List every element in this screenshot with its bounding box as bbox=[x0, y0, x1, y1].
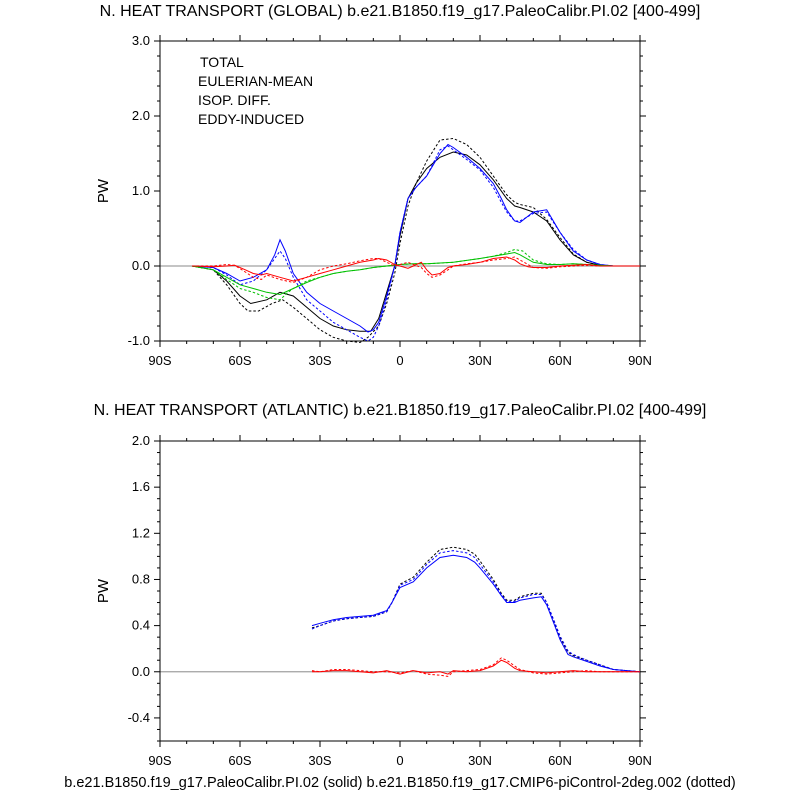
legend-entry: EDDY-INDUCED bbox=[198, 111, 304, 127]
x-tick-label: 30S bbox=[308, 353, 331, 368]
y-tick-label: 1.6 bbox=[132, 479, 150, 494]
legend-entry: ISOP. DIFF. bbox=[198, 92, 271, 108]
y-tick-label: 0.0 bbox=[132, 664, 150, 679]
series-total-dotted bbox=[191, 137, 640, 344]
series-isop-diff-dotted bbox=[191, 248, 640, 301]
global-chart: 90S 60S 30S 0 30N 60N 90N -1.0 0.0 1.0 2.0 3.0 PW TOT… bbox=[95, 33, 652, 368]
legend-entry: EULERIAN-MEAN bbox=[198, 73, 313, 89]
atlantic-chart-title: N. HEAT TRANSPORT (ATLANTIC) b.e21.B1850… bbox=[93, 402, 707, 419]
y-tick-label: 1.2 bbox=[132, 525, 150, 540]
plot-frame bbox=[159, 440, 641, 742]
x-tick-label: 30S bbox=[308, 753, 331, 768]
series-eulerian-mean-dotted bbox=[191, 145, 640, 342]
legend-entry: TOTAL bbox=[200, 54, 244, 70]
x-tick-label: 0 bbox=[396, 353, 403, 368]
y-tick-label: 2.0 bbox=[132, 433, 150, 448]
series-eddy-induced bbox=[191, 256, 640, 282]
x-tick-label: 90S bbox=[148, 353, 171, 368]
y-tick-label: 3.0 bbox=[132, 33, 150, 48]
y-tick-label: 0.0 bbox=[132, 258, 150, 273]
x-tick-label: 60N bbox=[548, 353, 572, 368]
x-tick-label: 90S bbox=[148, 753, 171, 768]
y-tick-label: -0.4 bbox=[128, 710, 150, 725]
x-tick-label: 60N bbox=[548, 753, 572, 768]
series-eddy-induced bbox=[312, 659, 640, 675]
y-tick-label: -1.0 bbox=[128, 333, 150, 348]
footer-caption: b.e21.B1850.f19_g17.PaleoCalibr.PI.02 (s… bbox=[64, 775, 736, 791]
series-eulerian-mean bbox=[191, 143, 640, 333]
y-tick-label: 1.0 bbox=[132, 183, 150, 198]
series-eddy-induced-dotted bbox=[192, 256, 640, 284]
x-tick-label: 30N bbox=[468, 353, 492, 368]
y-tick-label: 2.0 bbox=[132, 108, 150, 123]
global-chart-title: N. HEAT TRANSPORT (GLOBAL) b.e21.B1850.f… bbox=[99, 3, 701, 20]
x-tick-label: 0 bbox=[396, 753, 403, 768]
series-eddy-induced-dotted bbox=[311, 657, 640, 677]
x-tick-label: 30N bbox=[468, 753, 492, 768]
y-tick-label: 0.8 bbox=[132, 571, 150, 586]
series-total-dotted bbox=[311, 546, 641, 673]
series-total bbox=[191, 151, 640, 332]
y-axis-label: PW bbox=[95, 578, 112, 603]
atlantic-chart: 90S 60S 30S 0 30N 60N 90N -0.4 0.0 0.4 0.8 1.2 1.6 2.… bbox=[95, 433, 652, 768]
x-tick-label: 60S bbox=[228, 353, 251, 368]
series-eulerian-mean-dotted bbox=[311, 550, 641, 673]
x-tick-label: 60S bbox=[228, 753, 251, 768]
series-eulerian-mean bbox=[311, 554, 641, 673]
y-axis-label: PW bbox=[95, 178, 112, 203]
x-tick-label: 90N bbox=[628, 353, 652, 368]
x-tick-label: 90N bbox=[628, 753, 652, 768]
y-tick-label: 0.4 bbox=[132, 618, 150, 633]
